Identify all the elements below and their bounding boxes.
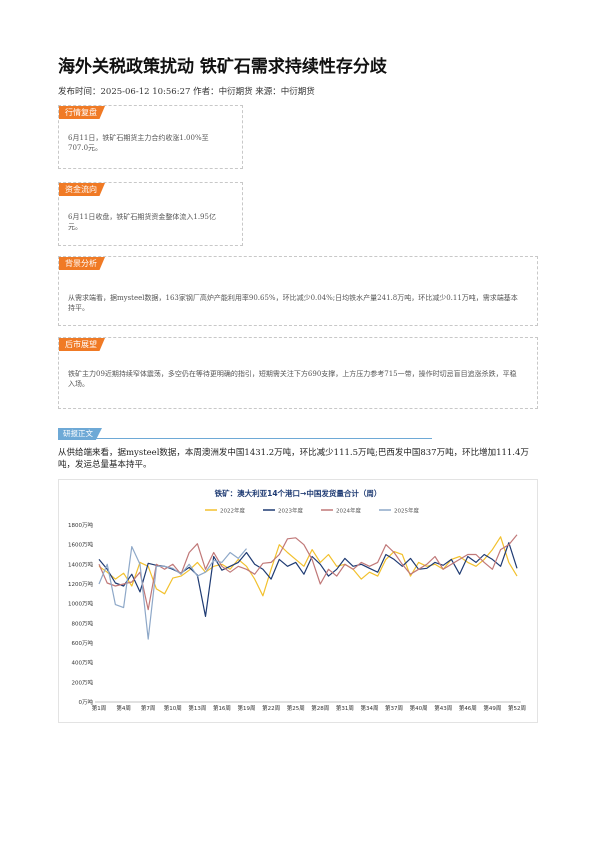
legend-label: 2023年度 [278,507,303,515]
series-line-2023年度 [98,542,518,617]
research-tag: 研报正文 [58,428,102,440]
chart-legend: 2022年度 2023年度 2024年度 2025年度 [205,507,419,515]
x-tick-label: 第16周 [213,704,231,712]
section-tag: 行情复盘 [59,106,105,119]
x-tick-label: 第10周 [164,704,182,712]
y-tick-label: 400万吨 [72,659,94,667]
y-tick-label: 1800万吨 [68,521,93,529]
y-tick-label: 600万吨 [72,639,94,647]
section-text: 6月11日收盘，铁矿石期货资金整体流入1.95亿元。 [68,213,216,231]
x-tick-label: 第49周 [483,704,501,712]
x-tick-label: 第13周 [188,704,206,712]
article-title: 海外关税政策扰动 铁矿石需求持续性存分歧 [58,57,387,77]
legend-label: 2025年度 [394,507,419,515]
section-background: 背景分析 从需求端看，据mysteel数据，163家钢厂高炉产能利用率90.65… [58,256,538,326]
article-meta: 发布时间：2025-06-12 10:56:27 作者：中衍期货 来源：中衍期货 [58,87,315,97]
x-tick-label: 第19周 [238,704,256,712]
legend-label: 2022年度 [220,507,245,515]
x-tick-label: 第52周 [508,704,526,712]
section-capital-flow: 资金流向 6月11日收盘，铁矿石期货资金整体流入1.95亿元。 [58,182,243,246]
x-tick-label: 第34周 [360,704,378,712]
x-axis: 第1周 第4周 第7周 第10周 第13周 第16周 第19周 第22周 第25周 第28周 第31… [92,701,526,712]
x-tick-label: 第7周 [141,704,156,712]
y-tick-label: 200万吨 [72,678,94,686]
x-tick-label: 第22周 [262,704,280,712]
y-tick-label: 800万吨 [72,619,94,627]
chart-frame: 铁矿：澳大利亚14个港口→中国发货量合计（周） 2022年度 2023年度 2024… [58,479,538,723]
section-tag: 资金流向 [59,183,105,196]
series-line-2025年度 [98,545,247,640]
x-tick-label: 第46周 [459,704,477,712]
chart-title: 铁矿：澳大利亚14个港口→中国发货量合计（周） [215,488,382,498]
chart-series [98,534,518,640]
section-text: 从需求端看，据mysteel数据，163家钢厂高炉产能利用率90.65%，环比减… [68,294,518,312]
section-text: 铁矿主力09近期持续窄体震荡，多空仍在等待更明确的指引，短期需关注下方690支撑… [68,370,517,388]
x-tick-label: 第31周 [336,704,354,712]
section-market-review: 行情复盘 6月11日，铁矿石期货主力合约收涨1.00%至707.0元。 [58,105,243,169]
legend-label: 2024年度 [336,507,361,515]
x-tick-label: 第37周 [385,704,403,712]
x-tick-label: 第1周 [92,704,107,712]
y-tick-label: 1600万吨 [68,541,93,549]
y-tick-label: 1400万吨 [68,560,93,568]
y-axis: 0万吨 200万吨 400万吨 600万吨 800万吨 1000万吨 1200万吨 1400万… [68,521,93,706]
series-line-2022年度 [98,536,518,597]
research-paragraph: 从供给端来看，据mysteel数据，本周澳洲发中国1431.2万吨，环比减少11… [58,448,529,470]
y-tick-label: 1200万吨 [68,580,93,588]
x-tick-label: 第28周 [311,704,329,712]
x-tick-label: 第25周 [287,704,305,712]
section-text: 6月11日，铁矿石期货主力合约收涨1.00%至707.0元。 [68,134,209,152]
series-line-2024年度 [98,534,518,611]
y-tick-label: 0万吨 [79,698,94,706]
section-tag: 后市展望 [59,338,105,351]
y-tick-label: 1000万吨 [68,600,93,608]
x-tick-label: 第43周 [434,704,452,712]
x-tick-label: 第40周 [410,704,428,712]
shipment-chart: 铁矿：澳大利亚14个港口→中国发货量合计（周） 2022年度 2023年度 2024… [68,488,526,712]
section-outlook: 后市展望 铁矿主力09近期持续窄体震荡，多空仍在等待更明确的指引，短期需关注下方… [58,337,538,409]
section-tag: 背景分析 [59,257,105,270]
research-divider [58,438,432,439]
x-tick-label: 第4周 [116,704,130,712]
